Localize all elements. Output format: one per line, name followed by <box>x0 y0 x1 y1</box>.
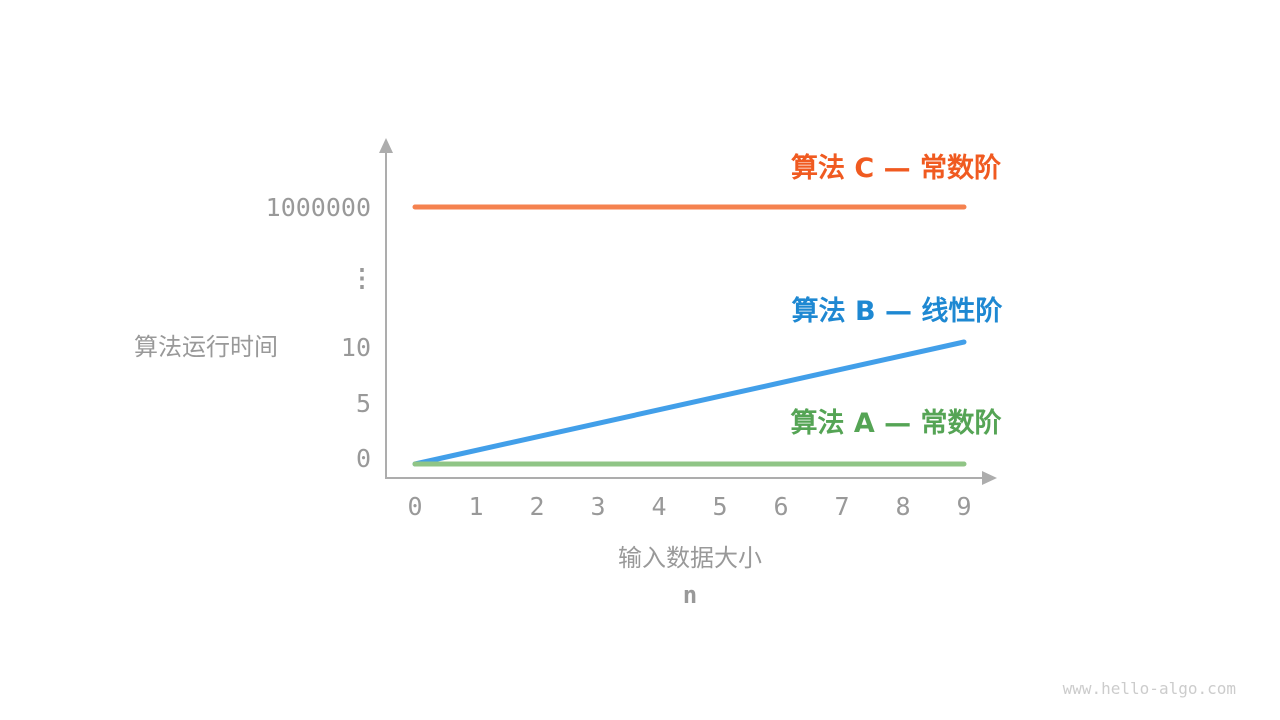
axes <box>379 138 997 485</box>
y-axis-title: 算法运行时间 <box>134 333 278 361</box>
x-tick-0: 0 <box>407 492 422 521</box>
series-line-1 <box>412 339 967 467</box>
x-tick-9: 9 <box>956 492 971 521</box>
x-axis-title: 输入数据大小 <box>618 544 762 572</box>
legend-algorithm-c: 算法 C — 常数阶 <box>791 152 1001 184</box>
x-axis-title-sub: n <box>683 581 697 609</box>
y-tick-labels: 1000000 ⋮ 10 5 0 <box>266 193 375 473</box>
x-tick-4: 4 <box>651 492 666 521</box>
x-tick-1: 1 <box>468 492 483 521</box>
y-tick-2: 10 <box>341 333 371 362</box>
x-tick-labels: 0 1 2 3 4 5 6 7 8 9 <box>407 492 971 521</box>
x-tick-5: 5 <box>712 492 727 521</box>
x-tick-6: 6 <box>773 492 788 521</box>
y-tick-0: 1000000 <box>266 193 371 222</box>
x-tick-3: 3 <box>590 492 605 521</box>
legend-algorithm-a: 算法 A — 常数阶 <box>790 407 1001 439</box>
x-tick-2: 2 <box>529 492 544 521</box>
y-tick-3: 5 <box>356 389 371 418</box>
x-axis-arrow-icon <box>982 471 997 485</box>
x-tick-7: 7 <box>834 492 849 521</box>
watermark: www.hello-algo.com <box>1063 679 1236 698</box>
series-lines <box>412 204 967 467</box>
x-tick-8: 8 <box>895 492 910 521</box>
y-tick-4: 0 <box>356 444 371 473</box>
legend-algorithm-b: 算法 B — 线性阶 <box>792 295 1003 327</box>
y-tick-1: ⋮ <box>350 263 375 292</box>
y-axis-arrow-icon <box>379 138 393 153</box>
